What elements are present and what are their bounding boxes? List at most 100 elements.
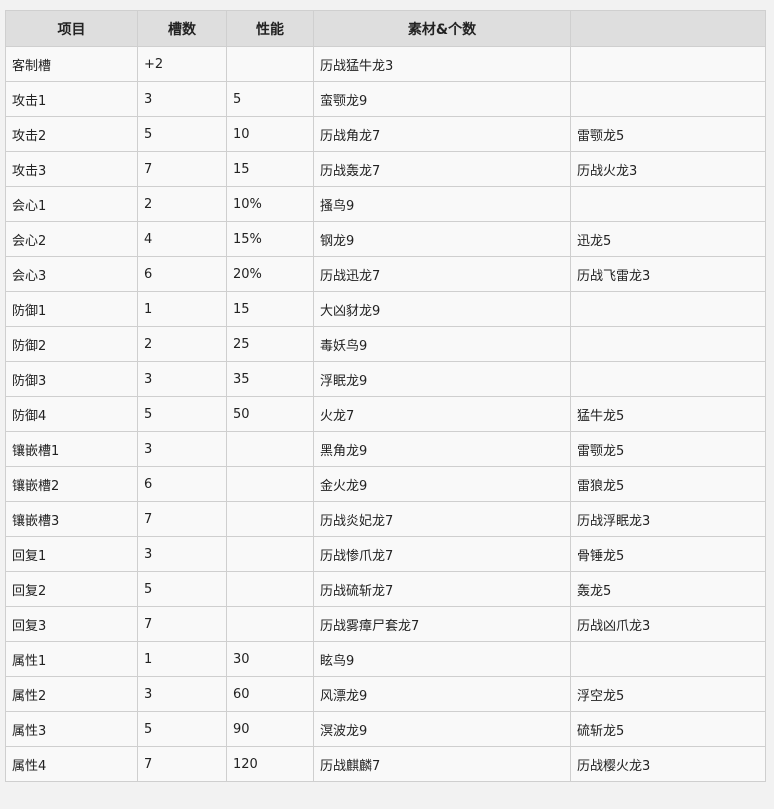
cell-item: 会心3 xyxy=(5,256,138,292)
table-row: 攻击1 3 5 蛮颚龙9 xyxy=(5,81,766,117)
table-row: 防御3 3 35 浮眠龙9 xyxy=(5,361,766,397)
cell-performance: 25 xyxy=(226,326,314,362)
table-row: 属性4 7 120 历战麒麟7 历战樱火龙3 xyxy=(5,746,766,782)
cell-material-1: 钢龙9 xyxy=(313,221,571,257)
cell-slots: 1 xyxy=(137,641,227,677)
cell-material-1: 历战硫斩龙7 xyxy=(313,571,571,607)
cell-material-2 xyxy=(570,641,766,677)
header-slots: 槽数 xyxy=(137,10,227,47)
upgrade-materials-table: 项目 槽数 性能 素材&个数 客制槽 +2 历战猛牛龙3 攻击1 3 5 蛮颚龙9 攻击2 5 1… xyxy=(5,10,766,782)
cell-performance: 50 xyxy=(226,396,314,432)
cell-item: 会心2 xyxy=(5,221,138,257)
cell-material-2: 浮空龙5 xyxy=(570,676,766,712)
cell-item: 镶嵌槽2 xyxy=(5,466,138,502)
cell-slots: 3 xyxy=(137,536,227,572)
cell-material-2: 历战火龙3 xyxy=(570,151,766,187)
cell-item: 回复3 xyxy=(5,606,138,642)
cell-material-1: 历战迅龙7 xyxy=(313,256,571,292)
cell-slots: 3 xyxy=(137,676,227,712)
cell-material-2: 猛牛龙5 xyxy=(570,396,766,432)
cell-material-1: 历战轰龙7 xyxy=(313,151,571,187)
cell-slots: 3 xyxy=(137,81,227,117)
table-row: 回复1 3 历战惨爪龙7 骨锤龙5 xyxy=(5,536,766,572)
cell-item: 属性2 xyxy=(5,676,138,712)
cell-material-1: 浮眠龙9 xyxy=(313,361,571,397)
cell-item: 会心1 xyxy=(5,186,138,222)
cell-item: 攻击1 xyxy=(5,81,138,117)
table-row: 客制槽 +2 历战猛牛龙3 xyxy=(5,46,766,82)
cell-performance xyxy=(226,46,314,82)
cell-material-2: 雷颚龙5 xyxy=(570,116,766,152)
cell-slots: 6 xyxy=(137,256,227,292)
cell-performance xyxy=(226,571,314,607)
cell-material-2: 硫斩龙5 xyxy=(570,711,766,747)
table-row: 攻击2 5 10 历战角龙7 雷颚龙5 xyxy=(5,116,766,152)
cell-material-2: 雷颚龙5 xyxy=(570,431,766,467)
cell-slots: 2 xyxy=(137,326,227,362)
cell-slots: 5 xyxy=(137,116,227,152)
cell-material-2 xyxy=(570,326,766,362)
table-row: 会心3 6 20% 历战迅龙7 历战飞雷龙3 xyxy=(5,256,766,292)
cell-material-1: 蛮颚龙9 xyxy=(313,81,571,117)
cell-slots: 5 xyxy=(137,396,227,432)
cell-performance: 15 xyxy=(226,291,314,327)
cell-material-1: 历战猛牛龙3 xyxy=(313,46,571,82)
header-row: 项目 槽数 性能 素材&个数 xyxy=(5,10,766,47)
cell-performance: 5 xyxy=(226,81,314,117)
cell-item: 防御4 xyxy=(5,396,138,432)
cell-item: 防御3 xyxy=(5,361,138,397)
header-performance: 性能 xyxy=(226,10,314,47)
cell-material-2 xyxy=(570,186,766,222)
cell-material-1: 金火龙9 xyxy=(313,466,571,502)
cell-material-2 xyxy=(570,81,766,117)
cell-item: 回复2 xyxy=(5,571,138,607)
cell-performance: 30 xyxy=(226,641,314,677)
table-row: 镶嵌槽1 3 黑角龙9 雷颚龙5 xyxy=(5,431,766,467)
cell-item: 攻击3 xyxy=(5,151,138,187)
cell-material-1: 毒妖鸟9 xyxy=(313,326,571,362)
cell-material-2: 迅龙5 xyxy=(570,221,766,257)
header-materials: 素材&个数 xyxy=(313,10,571,47)
cell-performance: 10% xyxy=(226,186,314,222)
cell-performance xyxy=(226,536,314,572)
cell-performance xyxy=(226,501,314,537)
cell-material-1: 黑角龙9 xyxy=(313,431,571,467)
table-row: 属性3 5 90 溟波龙9 硫斩龙5 xyxy=(5,711,766,747)
table-row: 会心2 4 15% 钢龙9 迅龙5 xyxy=(5,221,766,257)
cell-performance xyxy=(226,606,314,642)
cell-material-1: 搔鸟9 xyxy=(313,186,571,222)
cell-material-2 xyxy=(570,291,766,327)
header-extra xyxy=(570,10,766,47)
cell-material-1: 历战惨爪龙7 xyxy=(313,536,571,572)
cell-item: 回复1 xyxy=(5,536,138,572)
table-row: 防御2 2 25 毒妖鸟9 xyxy=(5,326,766,362)
cell-material-2 xyxy=(570,361,766,397)
table-row: 回复2 5 历战硫斩龙7 轰龙5 xyxy=(5,571,766,607)
table-row: 会心1 2 10% 搔鸟9 xyxy=(5,186,766,222)
cell-material-1: 历战麒麟7 xyxy=(313,746,571,782)
cell-slots: 3 xyxy=(137,361,227,397)
cell-material-2 xyxy=(570,46,766,82)
table-row: 防御4 5 50 火龙7 猛牛龙5 xyxy=(5,396,766,432)
cell-slots: 5 xyxy=(137,571,227,607)
cell-item: 攻击2 xyxy=(5,116,138,152)
cell-item: 属性4 xyxy=(5,746,138,782)
cell-material-1: 溟波龙9 xyxy=(313,711,571,747)
cell-material-1: 历战雾瘴尸套龙7 xyxy=(313,606,571,642)
cell-item: 防御2 xyxy=(5,326,138,362)
cell-slots: 5 xyxy=(137,711,227,747)
cell-material-2: 历战凶爪龙3 xyxy=(570,606,766,642)
cell-performance: 10 xyxy=(226,116,314,152)
cell-material-1: 大凶豺龙9 xyxy=(313,291,571,327)
table-row: 属性2 3 60 风漂龙9 浮空龙5 xyxy=(5,676,766,712)
cell-slots: +2 xyxy=(137,46,227,82)
cell-material-1: 眩鸟9 xyxy=(313,641,571,677)
cell-slots: 7 xyxy=(137,501,227,537)
cell-material-2: 雷狼龙5 xyxy=(570,466,766,502)
cell-performance xyxy=(226,466,314,502)
cell-performance: 20% xyxy=(226,256,314,292)
cell-slots: 7 xyxy=(137,151,227,187)
cell-performance: 15% xyxy=(226,221,314,257)
cell-item: 镶嵌槽1 xyxy=(5,431,138,467)
cell-slots: 6 xyxy=(137,466,227,502)
